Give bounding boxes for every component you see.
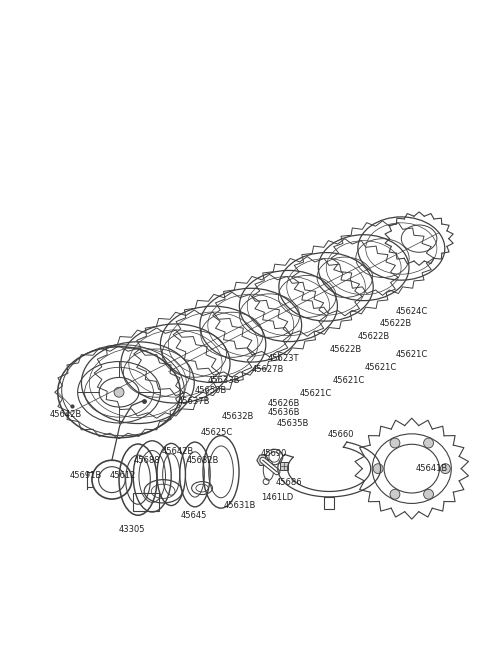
Text: 1461LD: 1461LD — [261, 493, 294, 502]
Text: 45642B: 45642B — [49, 411, 82, 419]
Text: 45621C: 45621C — [333, 376, 365, 385]
Circle shape — [441, 464, 450, 474]
Text: 45650B: 45650B — [195, 386, 227, 396]
Text: 45621C: 45621C — [300, 389, 332, 398]
Text: 45623T: 45623T — [267, 354, 299, 363]
Circle shape — [424, 438, 433, 448]
Text: 45612: 45612 — [109, 470, 136, 479]
Text: 45660: 45660 — [328, 430, 354, 440]
Text: 45637B: 45637B — [178, 398, 210, 407]
Text: 45682B: 45682B — [187, 457, 219, 465]
Bar — [324, 497, 334, 509]
Text: 45690: 45690 — [261, 449, 287, 458]
Text: 45621C: 45621C — [396, 350, 428, 359]
Circle shape — [373, 464, 383, 474]
Text: 45642B: 45642B — [162, 447, 194, 457]
Text: 45691B: 45691B — [69, 470, 101, 479]
Text: 43305: 43305 — [119, 525, 145, 534]
Text: 45631B: 45631B — [223, 501, 256, 510]
Text: 45622B: 45622B — [329, 345, 361, 354]
Circle shape — [390, 489, 400, 499]
Circle shape — [114, 387, 124, 397]
Text: 45688: 45688 — [133, 457, 160, 465]
Text: 45627B: 45627B — [252, 365, 284, 374]
Text: 45624C: 45624C — [396, 307, 428, 316]
Text: 45686: 45686 — [276, 478, 302, 487]
Circle shape — [424, 489, 433, 499]
Text: 45626B: 45626B — [267, 400, 300, 409]
Text: 45645: 45645 — [180, 511, 207, 520]
Circle shape — [390, 438, 400, 448]
Text: 45641B: 45641B — [416, 464, 448, 473]
Text: 45633B: 45633B — [208, 376, 240, 385]
Text: 45622B: 45622B — [380, 319, 412, 328]
Text: 45632B: 45632B — [222, 413, 254, 421]
Text: 45636B: 45636B — [267, 409, 300, 417]
Text: 45622B: 45622B — [358, 332, 390, 341]
Bar — [280, 462, 288, 470]
Text: 45635B: 45635B — [277, 419, 310, 428]
Text: 45621C: 45621C — [364, 363, 396, 372]
Bar — [133, 493, 159, 511]
Text: 45625C: 45625C — [201, 428, 233, 437]
